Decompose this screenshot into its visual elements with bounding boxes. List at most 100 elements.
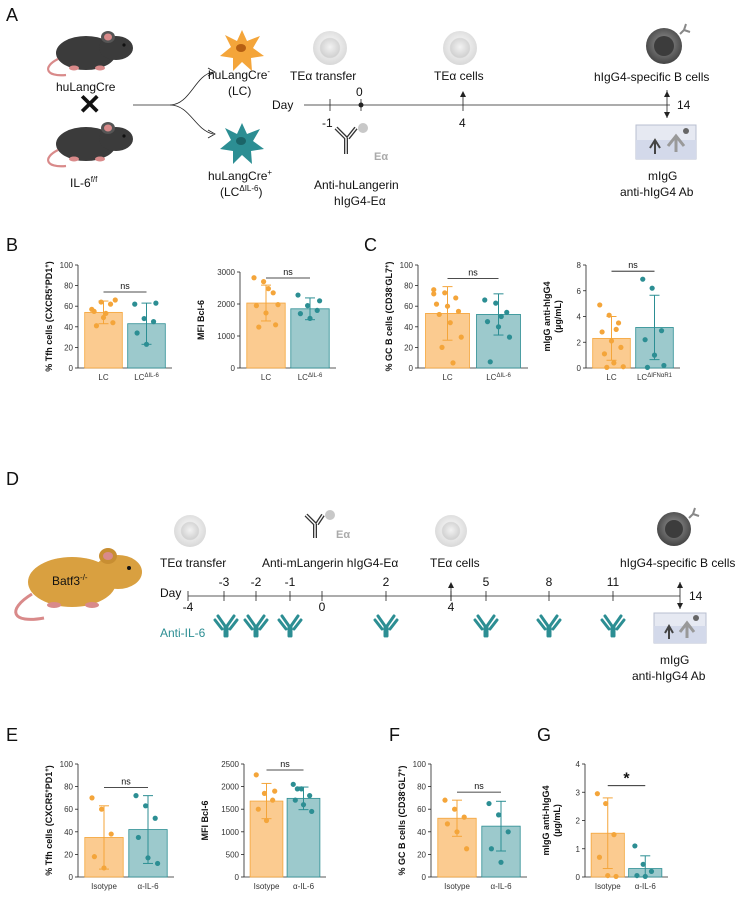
bar [437, 817, 477, 878]
x-tick-label-sup: ΔIL-6 [144, 373, 159, 379]
data-point [107, 301, 114, 307]
data-point [651, 352, 658, 358]
day0-label: 0 [356, 85, 363, 99]
data-point [505, 829, 511, 835]
mouse-il6ff-main: IL-6 [70, 176, 91, 190]
data-point [484, 319, 491, 325]
readout-label-1: mIgG [648, 169, 677, 183]
data-point [455, 308, 462, 314]
lciko-label-main: huLangCre [208, 169, 268, 183]
chart-f-gcb: 0 20 40 60 80 100 % GC B cells (CD38-GL7+) Isot… [397, 760, 527, 891]
data-point [133, 793, 139, 799]
panel-label-e: E [6, 725, 18, 745]
data-point [431, 287, 437, 293]
data-point [150, 319, 157, 325]
data-point [495, 324, 502, 330]
x-tick-label: α-IL-6 [490, 882, 512, 891]
anti-il6-antibody-icon [373, 614, 399, 638]
lc-cell-icon [220, 30, 264, 71]
data-point [295, 292, 301, 298]
lciko-label-sup2: ΔIL-6 [239, 184, 259, 193]
y-axis-label-line1: mIgG anti-hIgG4 [541, 785, 551, 855]
timeline-day-label: -4 [183, 600, 194, 614]
data-point [91, 854, 97, 860]
data-point [99, 806, 105, 812]
arrow-to-lc [133, 71, 214, 106]
x-tick-label-main: LC [98, 373, 108, 382]
anti-il6-antibody-icon [536, 614, 562, 638]
y-axis-label-part: % GC B cells (CD38 [397, 792, 407, 876]
y-tick-label: 80 [64, 282, 73, 291]
y-tick-label: 2500 [221, 760, 239, 769]
data-point [594, 791, 600, 797]
x-tick-label-main: Isotype [254, 882, 280, 891]
data-point [450, 360, 456, 366]
data-point [640, 861, 646, 867]
bar [286, 797, 321, 878]
y-tick-label: 0 [422, 873, 427, 882]
data-point [261, 790, 268, 796]
day-14-label: 14 [677, 98, 691, 112]
data-point [155, 860, 161, 867]
data-point [649, 285, 655, 291]
y-tick-label: 100 [60, 760, 74, 769]
panel-label-b: B [6, 235, 18, 255]
data-point [270, 797, 276, 803]
y-tick-label: 40 [64, 828, 73, 837]
day-label-d: Day [160, 586, 181, 600]
data-point [464, 846, 470, 852]
data-point [605, 872, 611, 879]
data-point [603, 800, 609, 807]
timeline-d-ticks: -3 -2 -1 2 5 8 11 -4 0 4 [183, 575, 620, 614]
y-axis-label: MFI Bcl-6 [200, 800, 210, 840]
data-point [314, 307, 320, 313]
x-tick-label-sup: ΔIL-6 [308, 373, 323, 379]
timeline-a: TEα transfer 0 TEα cells hIgG4-specific … [272, 23, 709, 208]
data-point [642, 337, 648, 343]
x-tick-label: LCΔIL-6 [134, 373, 159, 382]
injection-label-1: Anti-huLangerin [314, 178, 399, 192]
panel-a: A huLangCre ✕ IL-6f/f huLangCre- (LC) hu… [6, 5, 709, 208]
data-point [487, 359, 493, 365]
data-point [442, 797, 448, 803]
data-point [642, 873, 648, 880]
panel-label-d: D [6, 469, 19, 489]
data-point [93, 323, 100, 329]
x-tick-label-main: α-IL-6 [293, 882, 315, 891]
data-point [103, 310, 109, 317]
data-point [91, 308, 97, 314]
significance-label: ns [121, 777, 131, 787]
y-tick-label: 80 [64, 783, 73, 792]
data-point [261, 279, 267, 285]
y-tick-label: 40 [417, 828, 426, 837]
x-tick-label-main: Isotype [595, 882, 621, 891]
x-tick-label: LC [442, 373, 452, 382]
y-axis-label-part: % Tfh cells (CXCR5 [44, 793, 54, 876]
data-point [273, 322, 279, 328]
y-tick-label: 0 [69, 364, 74, 373]
y-tick-label: 0 [231, 364, 236, 373]
y-tick-label: 20 [64, 343, 73, 352]
data-point [145, 855, 151, 861]
y-axis-label-line2: (µg/mL) [553, 300, 563, 333]
data-point [307, 793, 313, 799]
y-tick-label: 80 [404, 282, 413, 291]
data-point [255, 806, 261, 812]
timeline-day-label: 11 [607, 575, 620, 589]
y-axis-label-part: + [385, 264, 391, 268]
day-14-label-d: 14 [689, 589, 703, 603]
y-tick-label: 40 [64, 323, 73, 332]
y-tick-label: 20 [417, 850, 426, 859]
x-tick-label-sup: ΔIL-6 [496, 373, 511, 379]
langerin-antibody-icon [334, 123, 368, 154]
cross-icon: ✕ [78, 89, 101, 120]
tea-transfer-label: TEα transfer [290, 69, 356, 83]
lciko-label-sup: + [267, 168, 272, 177]
y-tick-label: 1 [576, 845, 581, 854]
data-point [506, 334, 513, 340]
data-point [263, 310, 269, 316]
data-point [596, 854, 603, 860]
y-tick-label: 1500 [221, 805, 239, 814]
day-4-label: 4 [459, 116, 466, 130]
